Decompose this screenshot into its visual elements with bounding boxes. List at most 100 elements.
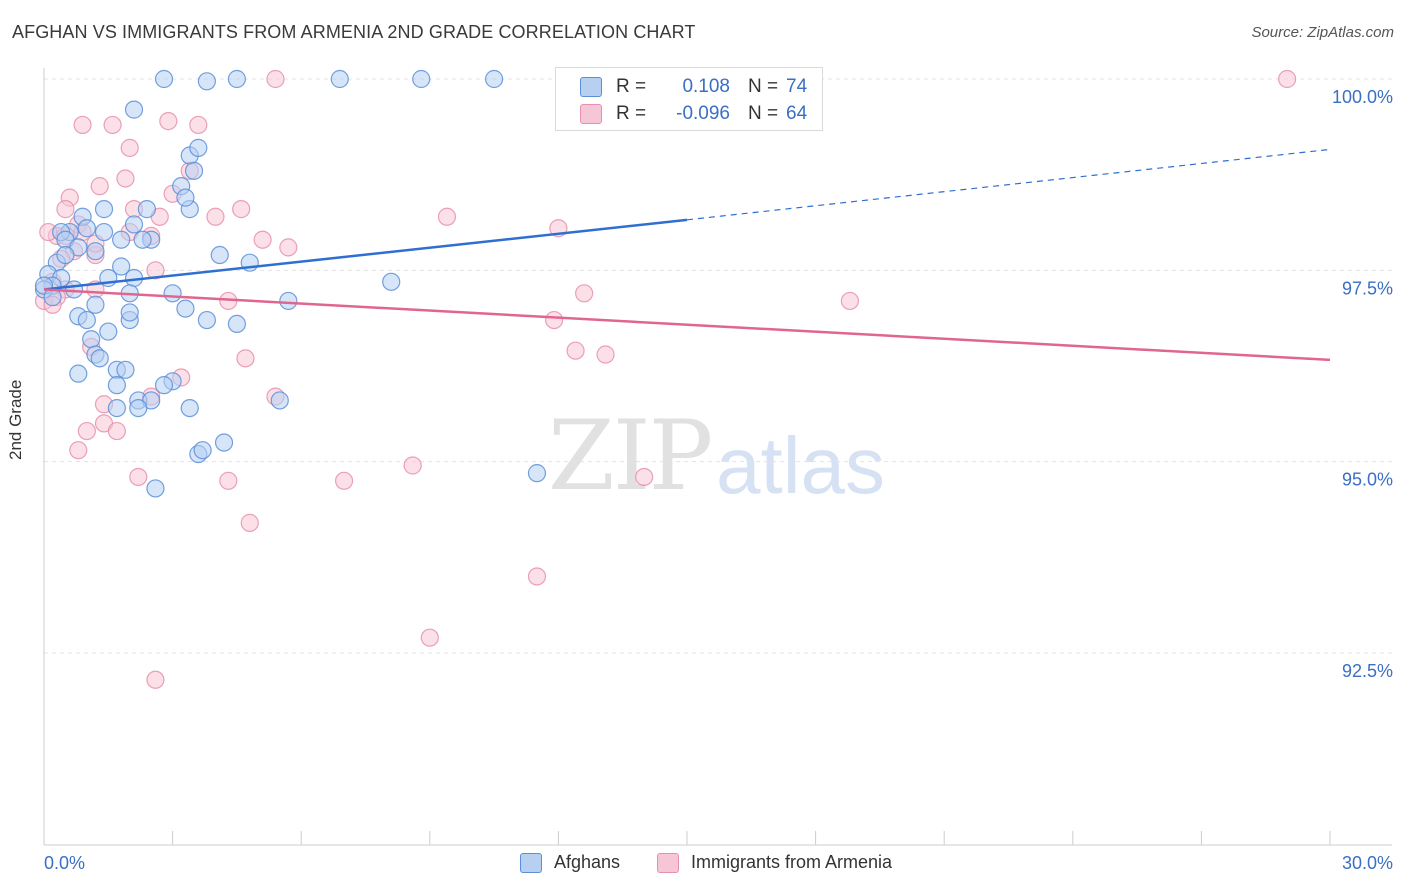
- armenia-point: [420, 628, 439, 647]
- afghan-point: [154, 69, 174, 89]
- bottom-legend-swatch-afghans: [520, 852, 542, 873]
- armenia-point: [566, 341, 585, 360]
- y-tick-label: 92.5%: [1342, 661, 1393, 681]
- armenia-point: [232, 200, 251, 219]
- afghan-point: [77, 310, 96, 330]
- armenia-point: [103, 115, 122, 135]
- afghan-point: [184, 161, 204, 180]
- armenia-point: [206, 207, 225, 226]
- armenia-point: [69, 441, 88, 460]
- watermark-atlas: atlas: [716, 421, 885, 510]
- y-tick-label: 100.0%: [1332, 87, 1393, 107]
- afghan-point: [279, 291, 298, 311]
- afghan-point: [116, 360, 135, 379]
- armenia-point: [159, 111, 178, 131]
- afghan-point: [180, 398, 199, 418]
- armenia-point: [90, 177, 109, 196]
- afghan-point: [197, 72, 216, 91]
- legend-n-value: 74: [786, 76, 808, 97]
- afghan-point: [94, 200, 114, 219]
- watermark-zip: ZIP: [548, 400, 713, 512]
- afghan-point: [107, 398, 126, 418]
- afghan-point: [129, 398, 148, 418]
- armenia-trend-line: [43, 288, 1331, 362]
- afghan-point: [137, 200, 156, 219]
- legend-row-armenia: R = -0.096 N = 64: [580, 101, 807, 127]
- bottom-legend-label-armenia: Immigrants from Armenia: [691, 852, 893, 872]
- armenia-point: [116, 169, 135, 188]
- afghan-point: [69, 364, 88, 383]
- armenia-point: [73, 115, 92, 135]
- armenia-point: [527, 567, 547, 586]
- armenia-point: [334, 471, 354, 490]
- afghan-point: [154, 376, 174, 395]
- afghan-point: [124, 215, 144, 234]
- x-tick-label: 30.0%: [1342, 853, 1393, 873]
- legend-n-label: N =: [748, 76, 779, 97]
- afghan-point: [176, 299, 195, 318]
- afghan-point: [82, 330, 101, 349]
- afghan-point: [485, 69, 504, 89]
- afghan-point: [112, 230, 131, 249]
- armenia-point: [545, 310, 564, 330]
- afghan-point: [227, 69, 246, 89]
- armenia-point: [403, 456, 422, 475]
- afghan-point: [197, 310, 216, 330]
- afghan-point: [176, 188, 195, 207]
- afghan-point: [382, 272, 401, 291]
- armenia-point: [146, 261, 165, 280]
- bottom-legend-afghans[interactable]: Afghans: [520, 852, 620, 873]
- bottom-legend-armenia[interactable]: Immigrants from Armenia: [657, 852, 892, 873]
- armenia-point: [107, 421, 126, 441]
- armenia-point: [189, 115, 208, 135]
- afghan-point: [77, 219, 96, 238]
- legend-n-value: 64: [786, 103, 808, 124]
- legend-r-value: 0.108: [682, 76, 730, 97]
- legend-n-label: N =: [748, 103, 779, 124]
- armenia-point: [266, 69, 285, 89]
- source-label: Source: ZipAtlas.com: [1251, 24, 1394, 41]
- armenia-point: [236, 349, 255, 368]
- armenia-point: [1278, 69, 1297, 89]
- afghan-point: [120, 303, 139, 322]
- afghan-point: [412, 69, 431, 89]
- afghan-trend-extension: [686, 148, 1331, 221]
- legend-r-label: R =: [616, 76, 647, 97]
- afghan-point: [90, 349, 109, 368]
- afghan-point: [86, 295, 105, 314]
- bottom-legend-label-afghans: Afghans: [554, 852, 621, 872]
- afghan-point: [227, 314, 246, 334]
- legend-swatch-afghans: [580, 77, 602, 97]
- correlation-legend: R = 0.108 N = 74 R = -0.096 N = 64: [555, 67, 823, 131]
- y-tick-label: 95.0%: [1342, 470, 1393, 490]
- y-tick-label: 97.5%: [1342, 278, 1393, 298]
- legend-r-label: R =: [616, 103, 647, 124]
- afghan-point: [163, 284, 182, 303]
- afghan-trend-line: [43, 218, 688, 291]
- armenia-point: [840, 291, 859, 311]
- afghan-point: [189, 138, 208, 157]
- afghan-point: [214, 433, 234, 452]
- bottom-legend-swatch-armenia: [657, 852, 679, 873]
- chart-title: AFGHAN VS IMMIGRANTS FROM ARMENIA 2ND GR…: [12, 22, 696, 42]
- x-tick-label: 0.0%: [44, 853, 85, 873]
- legend-swatch-armenia: [580, 104, 602, 124]
- armenia-point: [240, 513, 259, 532]
- armenia-point: [437, 207, 457, 226]
- armenia-point: [129, 467, 148, 487]
- afghan-point: [330, 69, 349, 89]
- afghan-point: [94, 222, 114, 242]
- armenia-point: [146, 670, 165, 689]
- armenia-point: [596, 345, 615, 364]
- armenia-point: [56, 200, 75, 219]
- legend-row-afghans: R = 0.108 N = 74: [580, 74, 807, 100]
- armenia-point: [120, 138, 139, 157]
- armenia-point: [635, 467, 654, 487]
- afghan-point: [146, 479, 165, 498]
- afghan-point: [527, 464, 547, 483]
- afghan-point: [56, 245, 75, 265]
- armenia-point: [219, 471, 238, 490]
- armenia-point: [253, 230, 272, 249]
- armenia-point: [279, 238, 298, 257]
